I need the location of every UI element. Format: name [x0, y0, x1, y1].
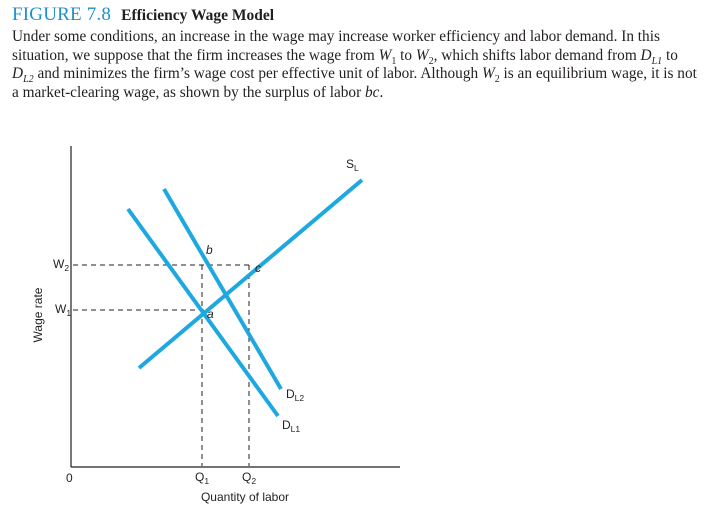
demand-curve-l2	[162, 187, 283, 391]
figure-number: FIGURE 7.8	[12, 4, 112, 25]
axes	[70, 146, 400, 468]
w1-tick-label: W1	[55, 302, 71, 318]
q2-tick-label: Q2	[242, 470, 256, 486]
guide-lines	[73, 264, 252, 466]
point-a-label: a	[207, 307, 214, 321]
figure-caption: FIGURE 7.8 Efficiency Wage Model Under so…	[12, 4, 702, 102]
w2-tick-label: W2	[53, 257, 69, 273]
point-c-label: c	[255, 261, 261, 275]
y-axis-label: Wage rate	[31, 287, 45, 342]
q1-tick-label: Q1	[195, 470, 209, 486]
figure-heading: FIGURE 7.8 Efficiency Wage Model	[12, 4, 702, 27]
figure-description: Under some conditions, an increase in th…	[12, 28, 697, 101]
supply-curve	[137, 178, 364, 370]
demand-curve-l1	[126, 207, 280, 418]
origin-label: 0	[66, 471, 73, 485]
supply-curve-label: SL	[346, 157, 359, 173]
figure-title: Efficiency Wage Model	[121, 7, 275, 24]
point-b-label: b	[206, 243, 213, 257]
demand-curve-l2-label: DL2	[286, 387, 304, 403]
demand-curve-l1-label: DL1	[282, 418, 300, 434]
x-axis-label: Quantity of labor	[201, 490, 289, 504]
curves	[126, 178, 364, 418]
